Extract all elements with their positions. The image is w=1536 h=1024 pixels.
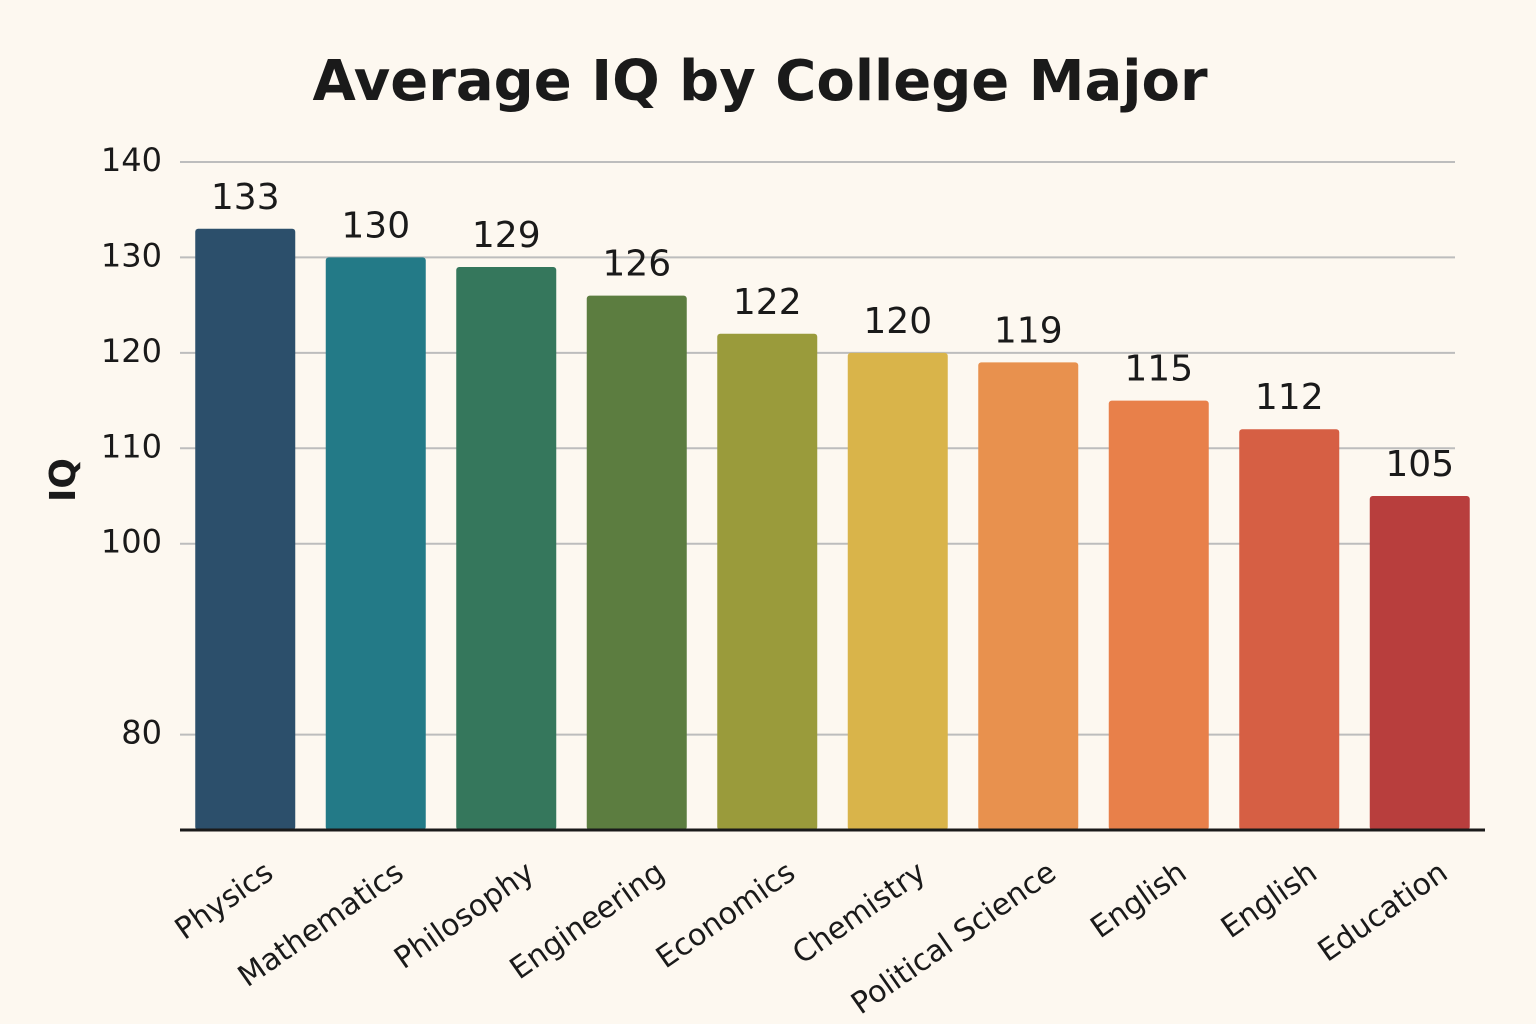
value-label: 129 xyxy=(472,215,541,256)
bar xyxy=(325,257,426,830)
value-label: 130 xyxy=(341,205,410,246)
y-tick-label: 100 xyxy=(101,523,162,561)
value-label: 119 xyxy=(994,310,1063,351)
bar xyxy=(847,352,948,830)
value-label: 112 xyxy=(1255,377,1324,418)
x-tick-label: Physics xyxy=(169,855,280,947)
y-tick-label: 110 xyxy=(101,427,162,465)
value-label: 105 xyxy=(1385,444,1454,485)
y-tick-label: 80 xyxy=(121,714,162,752)
value-label: 115 xyxy=(1124,349,1193,390)
bar xyxy=(456,266,557,830)
bar xyxy=(1369,496,1470,830)
bar xyxy=(1108,400,1209,830)
bar xyxy=(978,362,1079,830)
x-tick-label: English xyxy=(1084,855,1193,946)
y-axis-title: IQ xyxy=(43,458,84,502)
y-tick-label: 140 xyxy=(101,141,162,179)
chart-title: Average IQ by College Major xyxy=(312,49,1208,114)
value-label: 120 xyxy=(863,301,932,342)
bar xyxy=(1239,429,1340,830)
value-label: 122 xyxy=(733,282,802,323)
bar xyxy=(586,295,687,831)
value-label: 126 xyxy=(602,244,671,285)
value-label: 133 xyxy=(211,177,280,218)
x-tick-label: English xyxy=(1215,855,1324,946)
bar xyxy=(717,333,818,830)
x-tick-label: Education xyxy=(1312,855,1454,969)
x-tick-label: Economics xyxy=(650,855,802,976)
y-tick-label: 130 xyxy=(101,236,162,274)
bar xyxy=(195,228,296,831)
y-tick-label: 120 xyxy=(101,332,162,370)
